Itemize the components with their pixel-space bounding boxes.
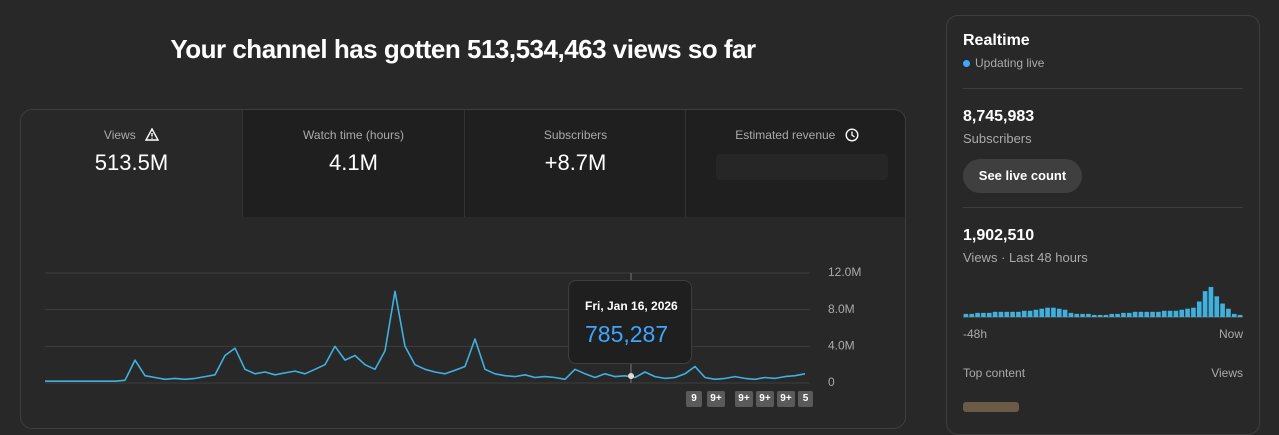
page: {"header":{"title":"Your channel has got…: [20, 15, 1260, 435]
bar: [1179, 309, 1185, 317]
bar: [1220, 303, 1225, 317]
bar: [1004, 311, 1010, 317]
metric-label: Estimated revenue: [686, 128, 905, 142]
bar: [1074, 313, 1080, 317]
bar: [1150, 311, 1155, 317]
views-line: [45, 290, 806, 382]
analytics-card: Views 513.5M Watch time (hours) 4.1M Sub…: [20, 109, 906, 429]
metric-tab[interactable]: Subscribers +8.7M: [464, 110, 686, 217]
bar: [1214, 296, 1220, 317]
live-dot: [963, 60, 970, 67]
badge[interactable]: 9: [686, 391, 702, 407]
badge[interactable]: 9+: [777, 391, 795, 407]
subscriber-count: 8,745,983: [963, 108, 1035, 125]
bar: [1010, 311, 1015, 317]
metric-label: Views: [21, 127, 242, 142]
bar: [1132, 311, 1138, 317]
views-label: Views · Last 48 hours: [963, 250, 1088, 265]
bar: [969, 313, 975, 317]
live-status: Updating live: [975, 56, 1045, 70]
bar: [1191, 307, 1196, 317]
bar: [998, 311, 1004, 317]
axis-end: Now: [1218, 327, 1243, 341]
bar: [1086, 313, 1091, 317]
bar: [1226, 308, 1231, 317]
metric-value: 4.1M: [329, 150, 378, 175]
metric-value: +8.7M: [544, 150, 607, 175]
hover-dot: [628, 373, 634, 379]
bar: [1062, 309, 1068, 317]
metric-tab[interactable]: Views 513.5M: [21, 110, 242, 217]
metric-label-text: Views: [103, 128, 136, 142]
page-title: Your channel has gotten 513,534,463 view…: [170, 34, 756, 64]
bar: [1068, 312, 1074, 317]
bar: [1231, 313, 1237, 317]
badge[interactable]: 5: [798, 391, 813, 407]
divider: [963, 88, 1243, 89]
realtime-title: Realtime: [963, 32, 1030, 49]
metric-tab[interactable]: Watch time (hours) 4.1M: [242, 110, 464, 217]
views-chart: 0 4.0M 8.0M 12.0M: [45, 265, 1243, 389]
clock-icon: [845, 128, 859, 142]
bar: [1167, 310, 1173, 317]
metric-value: 513.5M: [94, 150, 169, 175]
bar: [1051, 307, 1056, 317]
y-tick-label: 4.0M: [828, 339, 855, 353]
bar: [975, 312, 980, 317]
bar: [1208, 287, 1214, 317]
top-content-label: Top content: [963, 366, 1026, 380]
bar: [1237, 314, 1243, 317]
top-content-metric: Views: [1211, 366, 1243, 380]
bar: [1109, 313, 1115, 317]
views-count: 1,902,510: [963, 227, 1035, 244]
warning-icon: [144, 127, 160, 141]
bar: [1033, 309, 1039, 317]
tooltip-date: Fri, Jan 16, 2026: [585, 299, 678, 313]
metric-label-text: Estimated revenue: [735, 128, 836, 142]
bar: [1126, 312, 1132, 317]
bar: [986, 312, 992, 317]
badge[interactable]: 9+: [756, 391, 774, 407]
bar: [1027, 310, 1033, 317]
y-tick-label: 12.0M: [828, 265, 861, 279]
bar: [992, 311, 998, 317]
bar: [1056, 308, 1062, 317]
tooltip-value: 785,287: [585, 321, 669, 347]
bar: [1021, 310, 1027, 317]
subscriber-label: Subscribers: [963, 131, 1032, 146]
bar: [1144, 311, 1150, 317]
y-tick-label: 0: [828, 375, 835, 389]
bar: [1039, 308, 1045, 317]
bar: [1138, 311, 1144, 317]
bar: [1080, 313, 1085, 317]
bar: [1016, 311, 1021, 317]
bar: [981, 312, 986, 317]
bar: [1173, 310, 1179, 317]
thumbnail[interactable]: [963, 402, 1019, 412]
badge[interactable]: 9+: [735, 391, 753, 407]
bar: [1103, 314, 1109, 317]
metric-label: Subscribers: [543, 128, 608, 142]
bar: [1091, 314, 1097, 317]
bar: [1196, 301, 1202, 317]
bar: [1045, 307, 1050, 317]
bar: [1121, 312, 1126, 317]
badge[interactable]: 9+: [707, 391, 725, 407]
bar: [1097, 314, 1103, 317]
bar: [963, 313, 969, 317]
bar: [1115, 313, 1120, 317]
blurred-value: [716, 154, 888, 180]
bar: [1156, 311, 1161, 317]
y-tick-label: 8.0M: [828, 302, 855, 316]
bar: [1202, 291, 1208, 317]
axis-start: -48h: [963, 327, 988, 341]
bar: [1161, 310, 1167, 317]
bar: [1185, 308, 1190, 317]
tooltip: Fri, Jan 16, 2026 785,287: [568, 280, 692, 364]
divider: [963, 207, 1243, 208]
metric-label: Watch time (hours): [303, 128, 404, 142]
live-count-button[interactable]: See live count: [963, 159, 1082, 193]
metric-tab[interactable]: Estimated revenue: [685, 110, 905, 217]
